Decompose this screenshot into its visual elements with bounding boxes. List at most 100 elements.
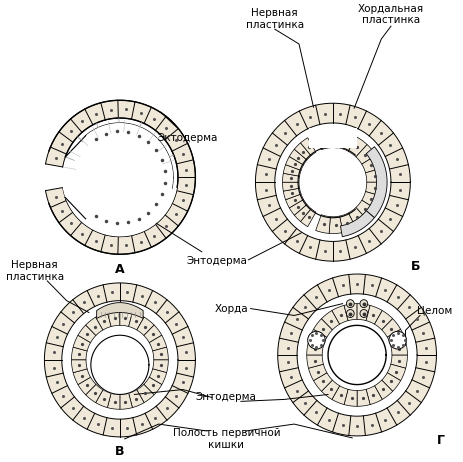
Polygon shape — [390, 342, 407, 355]
Polygon shape — [277, 355, 298, 372]
Polygon shape — [86, 317, 103, 335]
Text: Хордальная
пластинка: Хордальная пластинка — [357, 4, 423, 25]
Polygon shape — [365, 168, 382, 182]
Polygon shape — [377, 208, 402, 231]
Text: Энтодерма: Энтодерма — [156, 223, 247, 266]
Polygon shape — [328, 131, 342, 148]
Polygon shape — [332, 103, 350, 124]
Polygon shape — [361, 155, 381, 173]
Circle shape — [300, 150, 364, 215]
Polygon shape — [332, 413, 350, 436]
Polygon shape — [119, 418, 137, 437]
Polygon shape — [331, 305, 347, 324]
Circle shape — [85, 146, 155, 218]
Polygon shape — [176, 360, 195, 377]
Polygon shape — [45, 188, 66, 207]
Polygon shape — [386, 285, 409, 310]
Polygon shape — [348, 136, 366, 157]
Polygon shape — [149, 369, 166, 384]
Polygon shape — [306, 342, 323, 355]
Polygon shape — [365, 146, 386, 218]
Polygon shape — [355, 200, 375, 220]
Polygon shape — [272, 219, 296, 244]
Polygon shape — [279, 322, 301, 342]
Polygon shape — [61, 397, 83, 420]
Polygon shape — [308, 329, 326, 346]
Polygon shape — [144, 107, 166, 130]
Polygon shape — [368, 219, 393, 244]
Polygon shape — [368, 121, 393, 145]
Polygon shape — [357, 389, 369, 406]
Polygon shape — [131, 102, 151, 123]
Polygon shape — [386, 401, 409, 425]
Polygon shape — [332, 274, 350, 297]
Polygon shape — [165, 386, 188, 408]
Polygon shape — [70, 109, 93, 133]
Polygon shape — [73, 335, 90, 351]
Polygon shape — [100, 100, 118, 120]
Polygon shape — [176, 177, 195, 195]
Polygon shape — [284, 229, 307, 253]
Polygon shape — [78, 377, 96, 395]
Polygon shape — [292, 295, 316, 319]
Polygon shape — [165, 312, 188, 334]
Polygon shape — [365, 182, 382, 196]
Polygon shape — [176, 343, 195, 360]
Polygon shape — [283, 164, 300, 176]
Polygon shape — [119, 310, 132, 327]
Polygon shape — [103, 418, 119, 437]
Polygon shape — [63, 123, 177, 237]
Text: Г: Г — [436, 434, 444, 447]
Polygon shape — [345, 236, 366, 259]
Polygon shape — [107, 310, 119, 327]
Polygon shape — [388, 164, 409, 182]
Polygon shape — [285, 194, 303, 208]
Polygon shape — [73, 291, 94, 314]
Polygon shape — [132, 413, 152, 435]
Text: Б: Б — [410, 260, 419, 273]
Polygon shape — [128, 312, 144, 330]
Polygon shape — [299, 236, 319, 259]
Polygon shape — [396, 391, 420, 415]
Polygon shape — [172, 327, 193, 346]
Polygon shape — [86, 123, 173, 231]
Polygon shape — [365, 386, 382, 405]
Polygon shape — [156, 397, 179, 420]
Polygon shape — [164, 203, 187, 226]
Polygon shape — [61, 300, 83, 323]
Polygon shape — [313, 373, 332, 391]
Polygon shape — [411, 368, 434, 388]
Polygon shape — [313, 319, 332, 337]
Polygon shape — [118, 235, 135, 254]
Polygon shape — [50, 132, 73, 154]
Polygon shape — [155, 116, 178, 140]
Polygon shape — [73, 406, 94, 429]
Polygon shape — [315, 131, 330, 150]
Polygon shape — [50, 201, 73, 223]
Polygon shape — [107, 393, 119, 409]
Polygon shape — [377, 133, 402, 157]
Polygon shape — [328, 216, 342, 233]
Polygon shape — [303, 285, 326, 310]
Polygon shape — [137, 384, 154, 403]
Polygon shape — [284, 307, 308, 330]
Polygon shape — [144, 325, 162, 343]
Polygon shape — [78, 325, 96, 343]
Polygon shape — [284, 111, 307, 136]
Text: В: В — [115, 445, 125, 458]
Polygon shape — [128, 390, 144, 407]
Polygon shape — [87, 413, 107, 435]
Polygon shape — [71, 360, 87, 373]
Polygon shape — [332, 240, 350, 261]
Polygon shape — [374, 310, 392, 330]
Polygon shape — [387, 364, 405, 381]
Polygon shape — [317, 408, 338, 432]
Polygon shape — [405, 307, 429, 330]
Circle shape — [307, 331, 325, 349]
Polygon shape — [52, 312, 75, 334]
Polygon shape — [283, 188, 300, 200]
Polygon shape — [71, 347, 87, 360]
Polygon shape — [272, 121, 296, 145]
Text: Целом: Целом — [416, 305, 451, 316]
Polygon shape — [255, 164, 275, 182]
